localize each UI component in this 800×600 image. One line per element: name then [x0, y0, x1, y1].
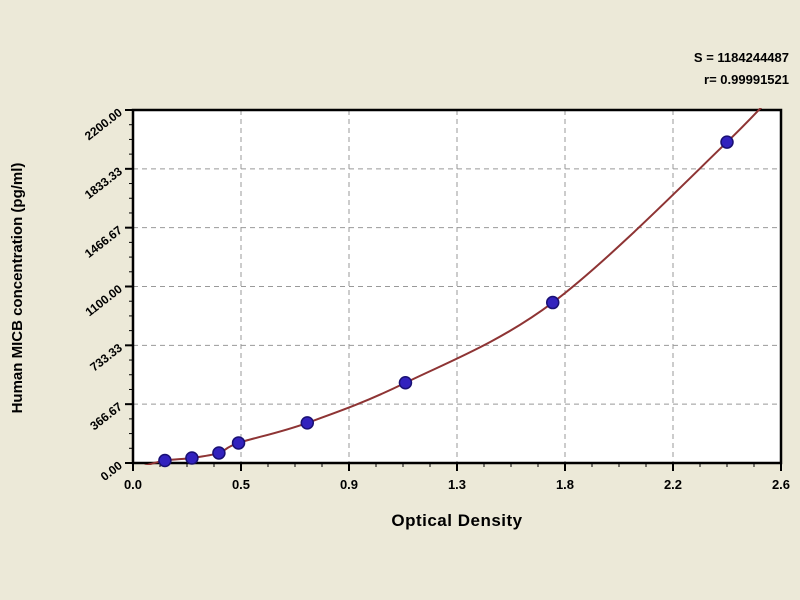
fit-r-value: r= 0.99991521: [704, 72, 789, 87]
data-point: [545, 295, 560, 310]
x-tick-label: 2.2: [664, 477, 682, 492]
y-tick-label: 366.67: [87, 399, 125, 433]
x-tick-label: 0.0: [124, 477, 142, 492]
y-tick-label: 2200.00: [82, 105, 125, 143]
y-tick-label: 0.00: [98, 458, 125, 484]
data-point: [212, 446, 226, 460]
fit-statistics: S = 1184244487 r= 0.99991521: [694, 47, 789, 91]
x-tick-label: 2.6: [772, 477, 790, 492]
data-point: [231, 436, 246, 450]
data-point: [398, 376, 413, 390]
y-tick-label: 1833.33: [82, 164, 125, 202]
data-point: [720, 135, 734, 149]
x-tick-label: 1.8: [556, 477, 574, 492]
y-axis-title: Human MICB concentration (pg/ml): [9, 162, 26, 414]
x-tick-label: 0.9: [340, 477, 358, 492]
x-tick-label: 0.5: [232, 477, 250, 492]
y-tick-label: 733.33: [87, 340, 125, 374]
x-tick-label: 1.3: [448, 477, 466, 492]
y-tick-label: 1466.67: [82, 223, 125, 261]
data-point: [300, 416, 315, 430]
axis-frame: [131, 108, 783, 465]
data-point: [185, 451, 199, 465]
fit-s-value: S = 1184244487: [693, 50, 789, 65]
data-point: [158, 453, 172, 468]
x-axis-title: Optical Density: [391, 511, 523, 530]
y-tick-label: 1100.00: [83, 282, 126, 320]
